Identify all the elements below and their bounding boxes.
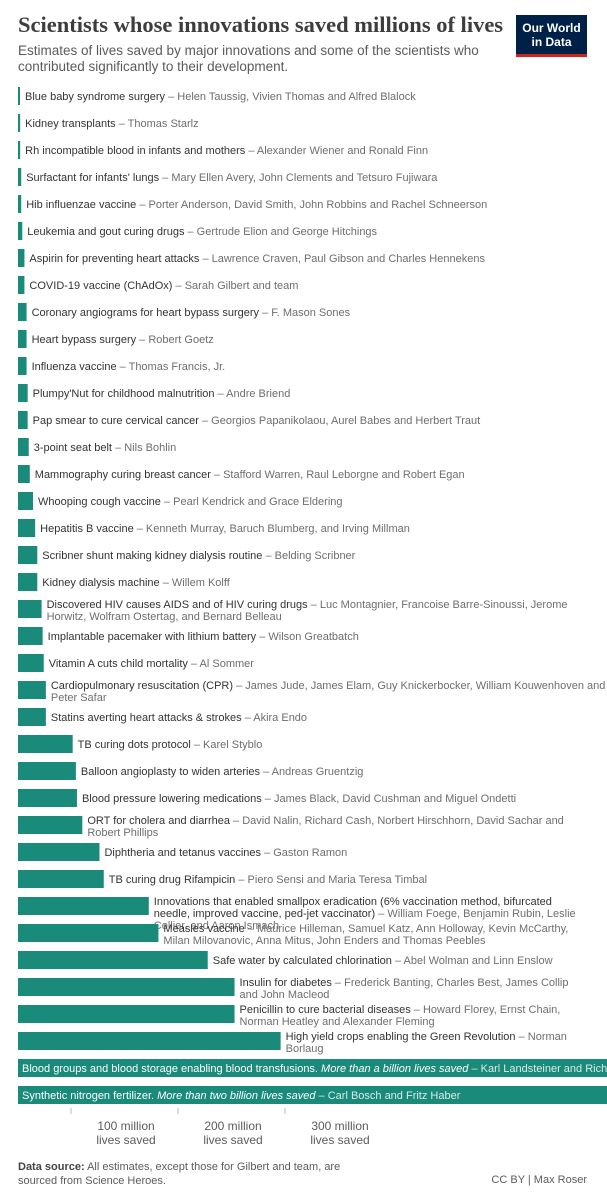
data-source-text: All estimates, except those for Gilbert … xyxy=(18,1161,341,1187)
bar-label-29: TB curing drug Rifampicin – Piero Sensi … xyxy=(109,874,427,886)
x-tick-label-200: 200 million xyxy=(204,1119,261,1133)
bar-label-6: Aspirin for preventing heart attacks – L… xyxy=(29,253,485,265)
bar-7[interactable] xyxy=(18,276,25,294)
bar-22[interactable] xyxy=(18,681,46,699)
bar-label-1: Kidney transplants – Thomas Starlz xyxy=(25,118,198,130)
bar-label-2: Rh incompatible blood in infants and mot… xyxy=(25,145,428,157)
bar-label-7: COVID-19 vaccine (ChAdOx) – Sarah Gilber… xyxy=(29,280,298,292)
x-tick-label-300-line2: lives saved xyxy=(310,1133,369,1147)
bar-19[interactable] xyxy=(18,600,42,618)
bar-label-19: Discovered HIV causes AIDS and of HIV cu… xyxy=(47,599,568,623)
logo-line-2: in Data xyxy=(531,35,572,49)
bar-29[interactable] xyxy=(18,870,104,888)
bar-20[interactable] xyxy=(18,627,43,645)
bar-label-16: Hepatitis B vaccine – Kenneth Murray, Ba… xyxy=(40,523,410,535)
x-tick-label-300: 300 million xyxy=(311,1119,368,1133)
bar-label-31: Measles vaccine – Maurice Hilleman, Samu… xyxy=(163,923,568,947)
logo-line-1: Our World xyxy=(522,21,581,35)
bar-label-8: Coronary angiograms for heart bypass sur… xyxy=(32,307,351,319)
our-world-in-data-logo[interactable]: Our World in Data xyxy=(516,15,587,57)
bar-6[interactable] xyxy=(18,249,25,267)
bar-25[interactable] xyxy=(18,762,76,780)
bar-21[interactable] xyxy=(18,654,44,672)
data-source-note: Data source: All estimates, except those… xyxy=(18,1160,348,1188)
bar-0[interactable] xyxy=(18,87,20,105)
bar-17[interactable] xyxy=(18,546,38,564)
bar-label-13: 3-point seat belt – Nils Bohlin xyxy=(34,442,176,454)
bar-8[interactable] xyxy=(18,303,27,321)
bar-34[interactable] xyxy=(18,1005,235,1023)
bar-label-27: ORT for cholera and diarrhea – David Nal… xyxy=(87,815,564,839)
bar-12[interactable] xyxy=(18,411,28,429)
bar-label-23: Statins averting heart attacks & strokes… xyxy=(51,712,307,724)
bar-label-34: Penicillin to cure bacterial diseases – … xyxy=(240,1004,561,1028)
bar-11[interactable] xyxy=(18,384,28,402)
bar-13[interactable] xyxy=(18,438,29,456)
bar-30[interactable] xyxy=(18,897,149,915)
bar-36[interactable] xyxy=(18,1059,607,1077)
license-text: CC BY | Max Roser xyxy=(491,1174,587,1186)
bar-14[interactable] xyxy=(18,465,30,483)
bar-33[interactable] xyxy=(18,978,235,996)
bar-4[interactable] xyxy=(18,195,22,213)
bar-label-20: Implantable pacemaker with lithium batte… xyxy=(48,631,359,643)
x-tick-label-100: 100 million xyxy=(97,1119,154,1133)
bar-label-15: Whooping cough vaccine – Pearl Kendrick … xyxy=(38,496,343,508)
x-tick-label-100-line2: lives saved xyxy=(96,1133,155,1147)
bar-label-35: High yield crops enabling the Green Revo… xyxy=(286,1031,567,1055)
bar-label-33: Insulin for diabetes – Frederick Banting… xyxy=(240,977,569,1001)
bar-label-18: Kidney dialysis machine – Willem Kolff xyxy=(42,577,230,589)
bar-label-10: Influenza vaccine – Thomas Francis, Jr. xyxy=(32,361,226,373)
x-tick-label-200-line2: lives saved xyxy=(203,1133,262,1147)
bar-label-22: Cardiopulmonary resuscitation (CPR) – Ja… xyxy=(51,680,606,704)
bar-label-24: TB curing dots protocol – Karel Styblo xyxy=(78,739,263,751)
bar-label-0: Blue baby syndrome surgery – Helen Tauss… xyxy=(25,91,416,103)
bar-35[interactable] xyxy=(18,1032,281,1050)
bar-2[interactable] xyxy=(18,141,21,159)
bar-24[interactable] xyxy=(18,735,73,753)
bar-3[interactable] xyxy=(18,168,22,186)
bar-label-28: Diphtheria and tetanus vaccines – Gaston… xyxy=(104,847,347,859)
bar-label-21: Vitamin A cuts child mortality – Al Somm… xyxy=(49,658,255,670)
bar-10[interactable] xyxy=(18,357,27,375)
page-subtitle: Estimates of lives saved by major innova… xyxy=(18,43,479,74)
bar-label-32: Safe water by calculated chlorination – … xyxy=(213,955,553,967)
bar-37[interactable] xyxy=(18,1086,607,1104)
bar-23[interactable] xyxy=(18,708,46,726)
bar-label-12: Pap smear to cure cervical cancer – Geor… xyxy=(33,415,481,427)
bar-27[interactable] xyxy=(18,816,83,834)
bar-31[interactable] xyxy=(18,924,159,942)
bar-label-3: Surfactant for infants' lungs – Mary Ell… xyxy=(26,172,438,184)
bar-5[interactable] xyxy=(18,222,23,240)
bar-label-4: Hib influenzae vaccine – Porter Anderson… xyxy=(26,199,487,211)
bar-label-25: Balloon angioplasty to widen arteries – … xyxy=(81,766,364,778)
bar-label-30: Innovations that enabled smallpox eradic… xyxy=(154,896,576,932)
bar-28[interactable] xyxy=(18,843,100,861)
bar-1[interactable] xyxy=(18,114,21,132)
page-title: Scientists whose innovations saved milli… xyxy=(18,12,504,37)
bar-label-26: Blood pressure lowering medications – Ja… xyxy=(82,793,516,805)
data-source-label: Data source: xyxy=(18,1161,85,1173)
bar-label-11: Plumpy'Nut for childhood malnutrition – … xyxy=(33,388,291,400)
bar-label-17: Scribner shunt making kidney dialysis ro… xyxy=(42,550,355,562)
bar-16[interactable] xyxy=(18,519,36,537)
bar-label-5: Leukemia and gout curing drugs – Gertrud… xyxy=(27,226,377,238)
bar-26[interactable] xyxy=(18,789,77,807)
bar-18[interactable] xyxy=(18,573,38,591)
bar-9[interactable] xyxy=(18,330,27,348)
bar-label-36: Blood groups and blood storage enabling … xyxy=(22,1063,607,1075)
bar-15[interactable] xyxy=(18,492,34,510)
bar-label-37: Synthetic nitrogen fertilizer. More than… xyxy=(22,1090,461,1102)
bar-label-14: Mammography curing breast cancer – Staff… xyxy=(35,469,465,481)
bar-label-9: Heart bypass surgery – Robert Goetz xyxy=(32,334,214,346)
bar-32[interactable] xyxy=(18,951,208,969)
